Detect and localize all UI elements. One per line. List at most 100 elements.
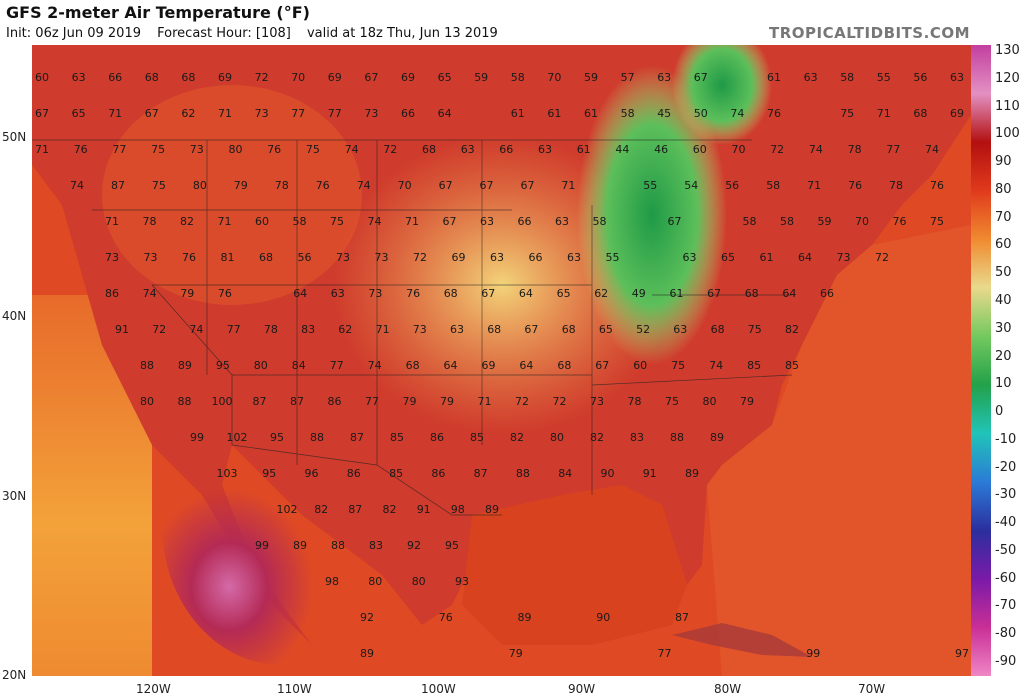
temperature-value: 79 [740, 395, 754, 408]
temperature-value: 68 [181, 71, 195, 84]
temperature-value: 72 [515, 395, 529, 408]
temperature-value: 83 [301, 323, 315, 336]
temperature-value: 68 [557, 359, 571, 372]
temperature-value: 85 [470, 431, 484, 444]
temperature-value: 82 [590, 431, 604, 444]
lat-label-20n: 20N [2, 668, 27, 682]
temperature-value: 67 [595, 359, 609, 372]
temperature-value: 68 [711, 323, 725, 336]
temperature-value: 62 [181, 107, 195, 120]
temperature-value: 61 [577, 143, 591, 156]
temperature-value: 60 [633, 359, 647, 372]
temperature-value: 60 [255, 215, 269, 228]
temperature-value: 84 [292, 359, 306, 372]
temperature-value: 72 [875, 251, 889, 264]
temperature-value: 58 [780, 215, 794, 228]
temperature-value: 62 [338, 323, 352, 336]
lon-label-70w: 70W [858, 682, 886, 696]
temperature-value: 73 [105, 251, 119, 264]
temperature-value: 68 [562, 323, 576, 336]
temperature-value: 64 [519, 287, 533, 300]
temperature-value: 86 [105, 287, 119, 300]
temperature-value: 63 [461, 143, 475, 156]
temperature-value: 89 [710, 431, 724, 444]
temperature-value: 73 [364, 107, 378, 120]
temperature-value: 74 [368, 215, 382, 228]
hot-core-southwest [162, 385, 402, 665]
temperature-value: 96 [305, 467, 319, 480]
temperature-value: 83 [369, 539, 383, 552]
temperature-value: 66 [108, 71, 122, 84]
temperature-value: 49 [632, 287, 646, 300]
temperature-value: 87 [474, 467, 488, 480]
temperature-value: 64 [519, 359, 533, 372]
temperature-value: 73 [375, 251, 389, 264]
temperature-value: 77 [291, 107, 305, 120]
color-scale-tick: 0 [995, 404, 1004, 420]
temperature-value: 87 [348, 503, 362, 516]
temperature-value: 66 [518, 215, 532, 228]
temperature-value: 88 [670, 431, 684, 444]
temperature-value: 56 [725, 179, 739, 192]
temperature-value: 67 [439, 179, 453, 192]
temperature-value: 102 [277, 503, 298, 516]
temperature-value: 86 [430, 431, 444, 444]
temperature-value: 87 [350, 431, 364, 444]
temperature-value: 60 [693, 143, 707, 156]
temperature-value: 73 [144, 251, 158, 264]
temperature-value: 77 [328, 107, 342, 120]
temperature-value: 58 [293, 215, 307, 228]
temperature-value: 77 [330, 359, 344, 372]
temperature-value: 80 [140, 395, 154, 408]
color-scale-tick: -80 [995, 626, 1017, 642]
temperature-value: 58 [766, 179, 780, 192]
temperature-value: 75 [748, 323, 762, 336]
temperature-value: 68 [422, 143, 436, 156]
color-scale-tick: 130 [995, 43, 1020, 58]
color-scale-tick: -70 [995, 598, 1017, 614]
temperature-map[interactable]: 60 63 66 68 68 69 72 70 69 67 69 65 59 58 70 59 57 63 67 61… [32, 45, 971, 676]
lat-label-40n: 40N [2, 309, 27, 323]
temperature-value: 68 [145, 71, 159, 84]
site-brand[interactable]: TROPICALTIDBITS.COM [769, 24, 970, 42]
temperature-value: 80 [229, 143, 243, 156]
temperature-value: 45 [657, 107, 671, 120]
temperature-value: 63 [567, 251, 581, 264]
temperature-value: 71 [218, 215, 232, 228]
temperature-value: 71 [108, 107, 122, 120]
lon-label-120w: 120W [136, 682, 171, 696]
border-lines [32, 139, 793, 516]
temperature-value: 70 [291, 71, 305, 84]
temperature-value: 82 [785, 323, 799, 336]
temperature-value: 74 [730, 107, 744, 120]
temperature-value: 79 [403, 395, 417, 408]
temperature-value: 85 [785, 359, 799, 372]
temperature-value: 66 [529, 251, 543, 264]
temperature-value: 80 [412, 575, 426, 588]
gulf-of-mexico [462, 485, 687, 645]
temperature-value: 76 [848, 179, 862, 192]
temperature-value: 82 [180, 215, 194, 228]
lon-label-80w: 80W [714, 682, 742, 696]
northwest-warm [102, 85, 362, 305]
temperature-value: 91 [643, 467, 657, 480]
temperature-value: 89 [685, 467, 699, 480]
temperature-value: 46 [654, 143, 668, 156]
temperature-value: 98 [451, 503, 465, 516]
temperature-value: 58 [511, 71, 525, 84]
temperature-value: 77 [365, 395, 379, 408]
temperature-value: 82 [383, 503, 397, 516]
temperature-value: 67 [364, 71, 378, 84]
temperature-value: 78 [275, 179, 289, 192]
temperature-value: 71 [218, 107, 232, 120]
temperature-value: 88 [178, 395, 192, 408]
temperature-value: 70 [732, 143, 746, 156]
temperature-value: 79 [509, 647, 523, 660]
temperature-value: 68 [406, 359, 420, 372]
temperature-value: 78 [628, 395, 642, 408]
temperature-value: 85 [389, 467, 403, 480]
temperature-value: 72 [413, 251, 427, 264]
temperature-value: 67 [443, 215, 457, 228]
temperature-value: 65 [438, 71, 452, 84]
temperature-value: 89 [360, 647, 374, 660]
